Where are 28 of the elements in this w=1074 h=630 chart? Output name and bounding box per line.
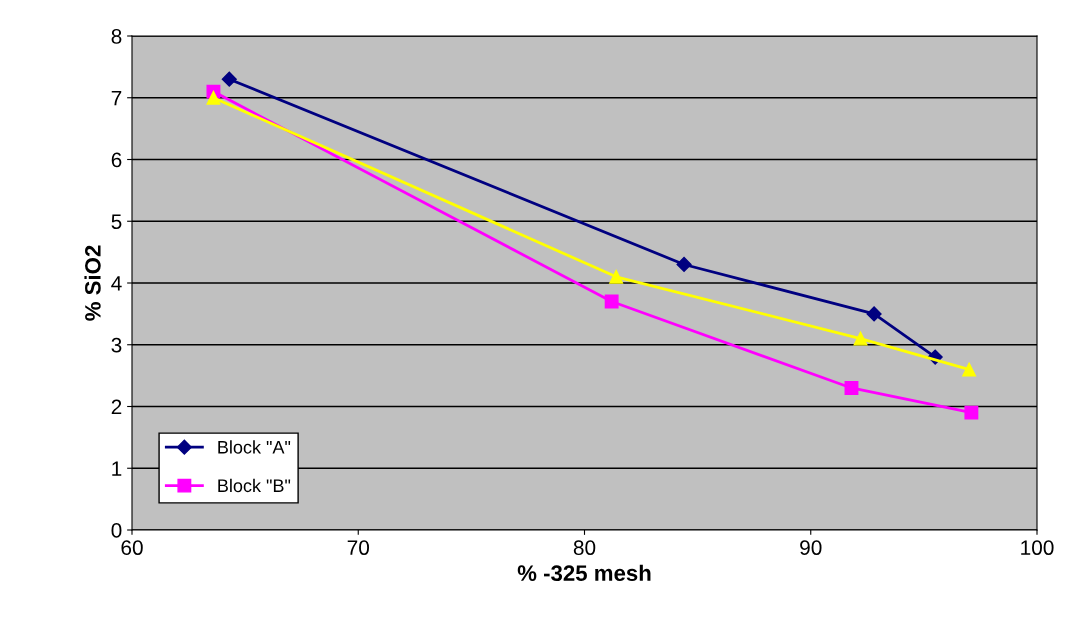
x-tick-label: 70: [347, 540, 370, 556]
y-axis-title: % SiO2: [84, 245, 101, 321]
x-tick-label: 100: [1021, 540, 1054, 556]
y-tick-label: 7: [111, 90, 122, 106]
point: [866, 306, 882, 322]
legend-label: Block "A": [218, 440, 291, 454]
x-tick-label: 60: [121, 540, 143, 556]
point: [676, 256, 692, 273]
y-tick-label: 2: [111, 399, 122, 415]
point: [206, 90, 221, 105]
x-axis-title: % -325 mesh: [517, 564, 651, 582]
x-tick-label: 80: [573, 540, 596, 556]
point: [853, 331, 868, 346]
point: [221, 71, 237, 87]
legend-label: Block "B": [218, 478, 291, 493]
y-tick-label: 6: [111, 152, 122, 168]
point: [844, 381, 859, 395]
y-tick-label: 0: [111, 523, 122, 538]
y-tick-label: 8: [111, 29, 122, 44]
x-tick-label: 90: [800, 540, 822, 556]
y-tick-label: 1: [112, 461, 122, 476]
y-tick-label: 4: [111, 276, 122, 291]
point: [964, 405, 979, 420]
point: [609, 269, 624, 284]
y-tick-label: 5: [111, 214, 122, 229]
point: [962, 362, 977, 377]
point: [604, 294, 619, 309]
y-tick-label: 3: [111, 337, 122, 353]
